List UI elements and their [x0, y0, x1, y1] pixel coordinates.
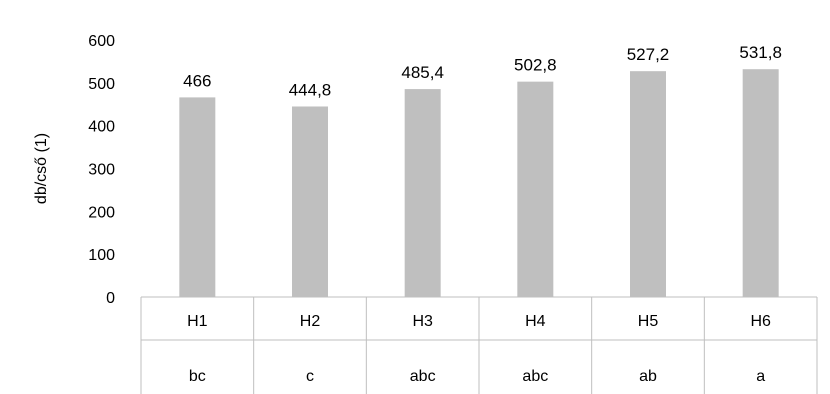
- y-tick-label: 400: [88, 119, 115, 136]
- data-label: 502,8: [514, 56, 557, 75]
- y-tick-label: 200: [88, 204, 115, 221]
- bar: [742, 69, 779, 297]
- group-letter-label: abc: [410, 368, 436, 385]
- category-axis: H1 bc H2 c H3 abc H4 abc H5 ab H6 a: [187, 313, 771, 385]
- data-labels: 466 444,8 485,4 502,8 527,2 531,8: [183, 43, 782, 99]
- data-label: 444,8: [289, 80, 332, 99]
- y-tick-label: 600: [88, 33, 115, 50]
- y-axis-title: db/cső (1): [33, 133, 50, 204]
- group-letter-label: c: [306, 368, 314, 385]
- bar: [292, 106, 328, 298]
- y-tick-label: 500: [88, 76, 115, 93]
- bar: [517, 81, 554, 297]
- category-label: H2: [300, 313, 321, 330]
- y-tick-label: 100: [88, 247, 115, 264]
- data-label: 485,4: [401, 63, 444, 82]
- data-label: 466: [183, 71, 211, 90]
- category-label: H1: [187, 313, 208, 330]
- category-label: H3: [412, 313, 433, 330]
- bar: [179, 97, 216, 297]
- category-label: H5: [638, 313, 659, 330]
- bar: [404, 89, 441, 297]
- data-label: 527,2: [627, 45, 670, 64]
- data-label: 531,8: [739, 43, 782, 62]
- y-tick-label: 300: [88, 162, 115, 179]
- y-tick-label: 0: [106, 290, 115, 307]
- category-label: H4: [525, 313, 546, 330]
- category-label: H6: [750, 313, 771, 330]
- group-letter-label: bc: [189, 368, 206, 385]
- y-axis-ticks: 0 100 200 300 400 500 600: [88, 33, 115, 307]
- bars: [179, 69, 779, 298]
- axes: [140, 296, 818, 394]
- group-letter-label: abc: [522, 368, 548, 385]
- bar: [630, 71, 666, 297]
- group-letter-label: ab: [639, 368, 657, 385]
- group-letter-label: a: [756, 368, 765, 385]
